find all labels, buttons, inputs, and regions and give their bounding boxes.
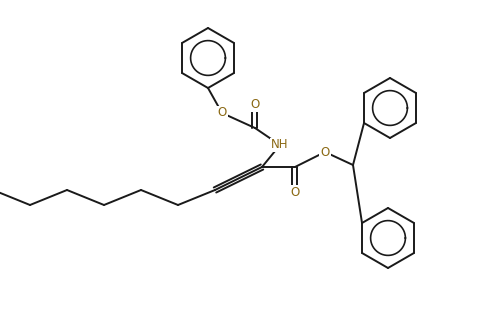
Text: O: O — [290, 185, 300, 199]
Text: O: O — [250, 98, 260, 111]
Text: O: O — [218, 107, 227, 120]
Text: NH: NH — [271, 139, 289, 152]
Text: O: O — [320, 145, 329, 158]
